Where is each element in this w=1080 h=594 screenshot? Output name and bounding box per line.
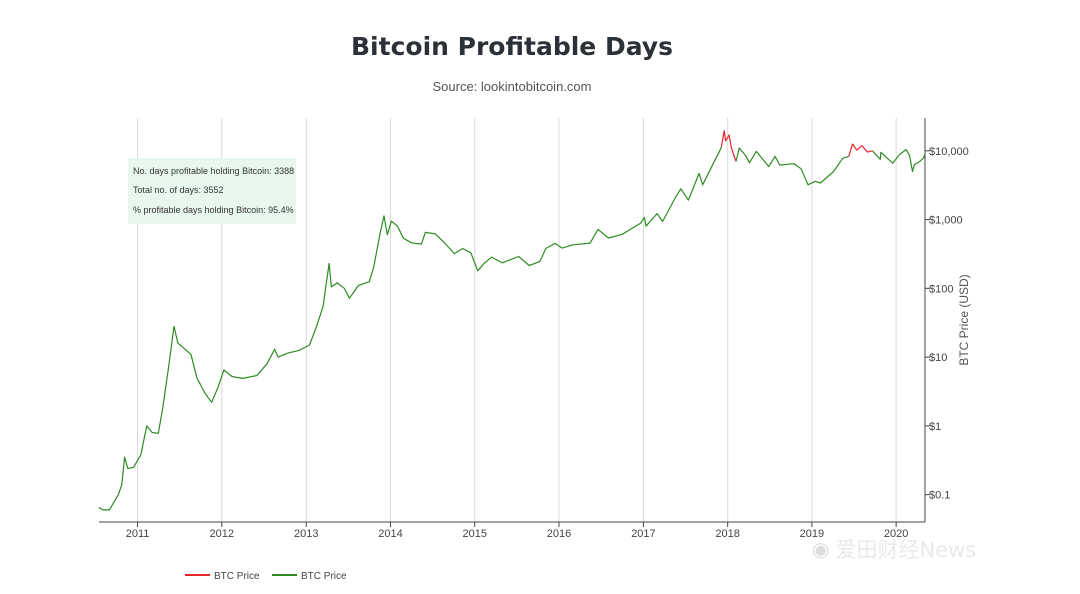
info-box-background bbox=[128, 158, 296, 224]
series-line-4 bbox=[871, 149, 926, 173]
y-axis-ticks: $10,000 $1,000 $100 $10 $1 $0.1 bbox=[925, 146, 969, 502]
y-tick-label-4: $1 bbox=[929, 421, 941, 433]
y-tick-label-0: $10,000 bbox=[929, 146, 969, 158]
x-tick-label-2020: 2020 bbox=[884, 528, 908, 540]
legend-label-red[interactable]: BTC Price bbox=[214, 571, 260, 582]
info-profitable-days: No. days profitable holding Bitcoin: 338… bbox=[133, 166, 294, 176]
series-line-2 bbox=[735, 147, 849, 186]
watermark: ◉ 爱田财经News bbox=[812, 534, 976, 564]
x-tick-label-2012: 2012 bbox=[210, 528, 234, 540]
info-total-days: Total no. of days: 3552 bbox=[133, 185, 224, 195]
info-box: No. days profitable holding Bitcoin: 338… bbox=[128, 158, 296, 224]
series-line-3 bbox=[848, 143, 873, 157]
x-tick-label-2016: 2016 bbox=[547, 528, 571, 540]
legend: BTC Price BTC Price bbox=[185, 571, 347, 582]
grid-lines bbox=[137, 118, 897, 522]
x-tick-label-2013: 2013 bbox=[294, 528, 318, 540]
x-tick-label-2011: 2011 bbox=[126, 528, 150, 540]
legend-label-green[interactable]: BTC Price bbox=[301, 571, 347, 582]
y-tick-label-5: $0.1 bbox=[929, 490, 950, 502]
x-tick-label-2017: 2017 bbox=[631, 528, 655, 540]
x-tick-label-2019: 2019 bbox=[800, 528, 824, 540]
x-tick-label-2014: 2014 bbox=[378, 528, 402, 540]
info-percent-profitable: % profitable days holding Bitcoin: 95.4% bbox=[133, 205, 294, 215]
y-tick-label-2: $100 bbox=[929, 283, 953, 295]
x-axis-ticks: 2011 2012 2013 2014 2015 2016 2017 2018 2019 2020 bbox=[126, 522, 908, 540]
series-line-0 bbox=[98, 146, 722, 511]
y-tick-label-1: $1,000 bbox=[929, 215, 963, 227]
price-series bbox=[98, 130, 926, 511]
wechat-icon: ◉ bbox=[812, 537, 830, 561]
watermark-text: 爱田财经News bbox=[835, 538, 977, 562]
y-tick-label-3: $10 bbox=[929, 352, 947, 364]
chart-title: Bitcoin Profitable Days bbox=[351, 32, 673, 61]
x-tick-label-2015: 2015 bbox=[462, 528, 486, 540]
x-tick-label-2018: 2018 bbox=[715, 528, 739, 540]
y-axis-label: BTC Price (USD) bbox=[957, 274, 971, 365]
chart-subtitle: Source: lookintobitcoin.com bbox=[432, 79, 592, 94]
series-line-1 bbox=[720, 130, 737, 162]
